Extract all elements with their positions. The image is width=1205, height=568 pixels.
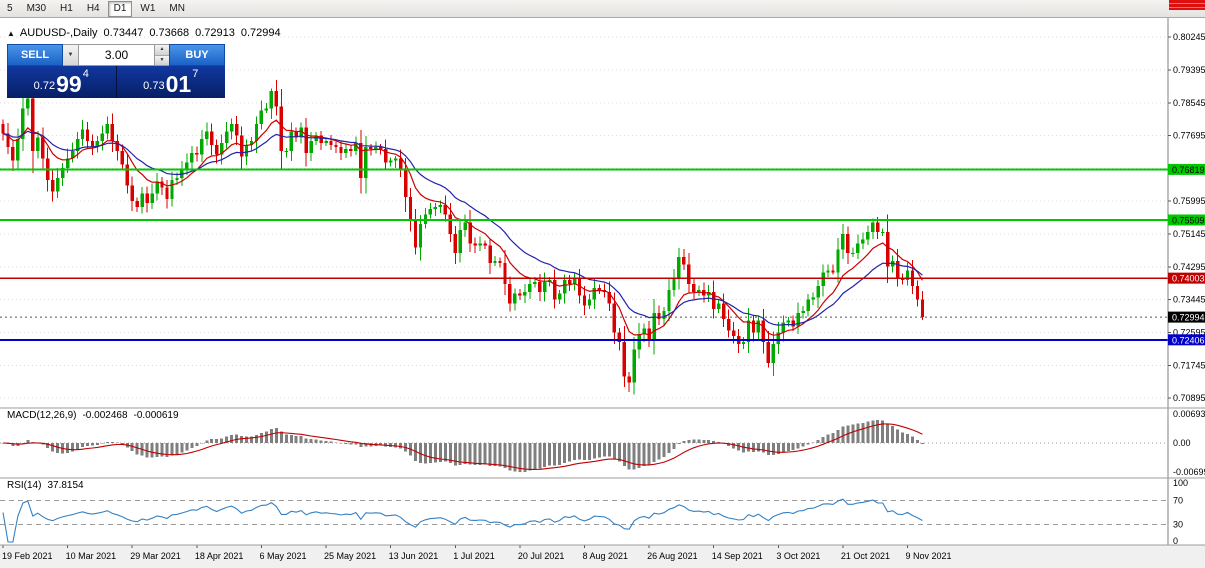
one-click-trading-panel: SELL ▼ ▲ ▼ BUY 0.72 99 4 0.73 01 7	[7, 44, 225, 98]
timeframe-toolbar: 5 M30 H1 H4 D1 W1 MN	[0, 0, 1205, 18]
horizontal-level-lines[interactable]	[0, 168, 1168, 341]
svg-text:29 Mar 2021: 29 Mar 2021	[130, 551, 181, 561]
bid-price-pipette: 4	[82, 68, 89, 80]
svg-text:21 Oct 2021: 21 Oct 2021	[841, 551, 890, 561]
macd-signal-line	[2, 423, 923, 470]
svg-text:0.70895: 0.70895	[1173, 393, 1205, 403]
buy-button[interactable]: BUY	[169, 44, 225, 66]
collapse-trade-panel-arrow-icon[interactable]: ▲	[7, 28, 15, 38]
svg-text:0.75509: 0.75509	[1172, 215, 1205, 225]
corner-decoration	[1169, 0, 1205, 10]
svg-text:0.72406: 0.72406	[1172, 335, 1205, 345]
sell-button[interactable]: SELL	[7, 44, 63, 66]
symbol-period-label: AUDUSD-,Daily	[19, 27, 98, 39]
svg-text:14 Sep 2021: 14 Sep 2021	[712, 551, 763, 561]
svg-text:3 Oct 2021: 3 Oct 2021	[776, 551, 820, 561]
macd-main-value: -0.002468	[82, 410, 128, 421]
svg-text:0.71745: 0.71745	[1173, 360, 1205, 370]
volume-input[interactable]	[79, 44, 155, 66]
macd-title: MACD(12,26,9)	[7, 410, 77, 421]
timeframe-button-mn[interactable]: MN	[163, 1, 191, 17]
timeframe-button-w1[interactable]: W1	[134, 1, 161, 17]
rsi-level-lines	[0, 500, 1168, 525]
svg-text:0.74003: 0.74003	[1172, 274, 1205, 284]
svg-text:0.74295: 0.74295	[1173, 262, 1205, 272]
timeframe-button-m30[interactable]: M30	[21, 1, 52, 17]
svg-text:0.006936: 0.006936	[1173, 409, 1205, 419]
timeframe-button-5[interactable]: 5	[1, 1, 19, 17]
svg-text:0.77695: 0.77695	[1173, 131, 1205, 141]
rsi-value: 37.8154	[47, 480, 84, 491]
time-axis[interactable]: 19 Feb 2021 10 Mar 2021 29 Mar 2021 18 Apr …	[2, 545, 952, 561]
ohlc-close: 0.72994	[240, 27, 281, 39]
svg-text:0.72595: 0.72595	[1173, 328, 1205, 338]
svg-text:18 Apr 2021: 18 Apr 2021	[195, 551, 244, 561]
svg-text:0.76819: 0.76819	[1172, 165, 1205, 175]
rsi-line	[2, 498, 923, 543]
timeframe-button-h4[interactable]: H4	[81, 1, 106, 17]
ask-price-prefix: 0.73	[143, 80, 165, 92]
chevron-up-icon: ▲	[159, 46, 165, 52]
svg-text:13 Jun 2021: 13 Jun 2021	[389, 551, 439, 561]
svg-text:0.78545: 0.78545	[1173, 98, 1205, 108]
svg-text:100: 100	[1173, 478, 1188, 488]
price-axis[interactable]: 0.802450.793950.785450.776950.768450.759…	[1167, 18, 1205, 546]
volume-stepper: ▲ ▼	[155, 44, 169, 66]
svg-text:26 Aug 2021: 26 Aug 2021	[647, 551, 698, 561]
svg-text:0.80245: 0.80245	[1173, 32, 1205, 42]
chevron-down-icon: ▼	[67, 52, 74, 58]
chart-header: ▲ AUDUSD-,Daily 0.73447 0.73668 0.72913 …	[7, 27, 281, 39]
svg-text:0.73445: 0.73445	[1173, 295, 1205, 305]
rsi-indicator-label: RSI(14) 37.8154	[7, 480, 84, 491]
svg-text:10 Mar 2021: 10 Mar 2021	[66, 551, 117, 561]
svg-text:1 Jul 2021: 1 Jul 2021	[453, 551, 495, 561]
svg-text:30: 30	[1173, 519, 1183, 529]
timeframe-buttons: 5 M30 H1 H4 D1 W1 MN	[1, 0, 191, 17]
ohlc-high: 0.73668	[149, 27, 190, 39]
svg-text:70: 70	[1173, 496, 1183, 506]
bid-price-big-digits: 99	[56, 71, 82, 97]
bid-price[interactable]: 0.72 99 4	[7, 66, 117, 98]
svg-text:-0.006995: -0.006995	[1173, 467, 1205, 477]
svg-text:0.75995: 0.75995	[1173, 196, 1205, 206]
svg-text:0.79395: 0.79395	[1173, 65, 1205, 75]
volume-decrease-button[interactable]: ▼	[155, 55, 169, 65]
ask-price-pipette: 7	[192, 68, 199, 80]
timeframe-button-h1[interactable]: H1	[54, 1, 79, 17]
ask-price-big-digits: 01	[165, 71, 192, 97]
bid-price-prefix: 0.72	[33, 80, 56, 92]
ask-price[interactable]: 0.73 01 7	[117, 66, 226, 98]
candlesticks	[1, 78, 925, 395]
svg-text:9 Nov 2021: 9 Nov 2021	[906, 551, 952, 561]
svg-text:25 May 2021: 25 May 2021	[324, 551, 376, 561]
svg-text:20 Jul 2021: 20 Jul 2021	[518, 551, 565, 561]
timeframe-button-d1[interactable]: D1	[107, 0, 133, 17]
ohlc-low: 0.72913	[195, 27, 235, 39]
chart-canvas[interactable]: 0.802450.793950.785450.776950.768450.759…	[0, 18, 1205, 568]
svg-text:0.75145: 0.75145	[1173, 229, 1205, 239]
rsi-title: RSI(14)	[7, 480, 42, 491]
volume-increase-button[interactable]: ▲	[155, 45, 169, 56]
svg-text:19 Feb 2021: 19 Feb 2021	[2, 551, 53, 561]
svg-text:0: 0	[1173, 536, 1178, 546]
svg-text:0.00: 0.00	[1173, 438, 1191, 448]
ohlc-open: 0.73447	[103, 27, 144, 39]
volume-dropdown-button[interactable]: ▼	[63, 44, 79, 66]
macd-indicator-label: MACD(12,26,9) -0.002468 -0.000619	[7, 410, 179, 421]
macd-signal-value: -0.000619	[133, 410, 179, 421]
svg-text:8 Aug 2021: 8 Aug 2021	[582, 551, 628, 561]
svg-text:6 May 2021: 6 May 2021	[259, 551, 306, 561]
svg-text:0.72994: 0.72994	[1172, 313, 1205, 323]
chevron-down-icon: ▼	[159, 56, 165, 63]
